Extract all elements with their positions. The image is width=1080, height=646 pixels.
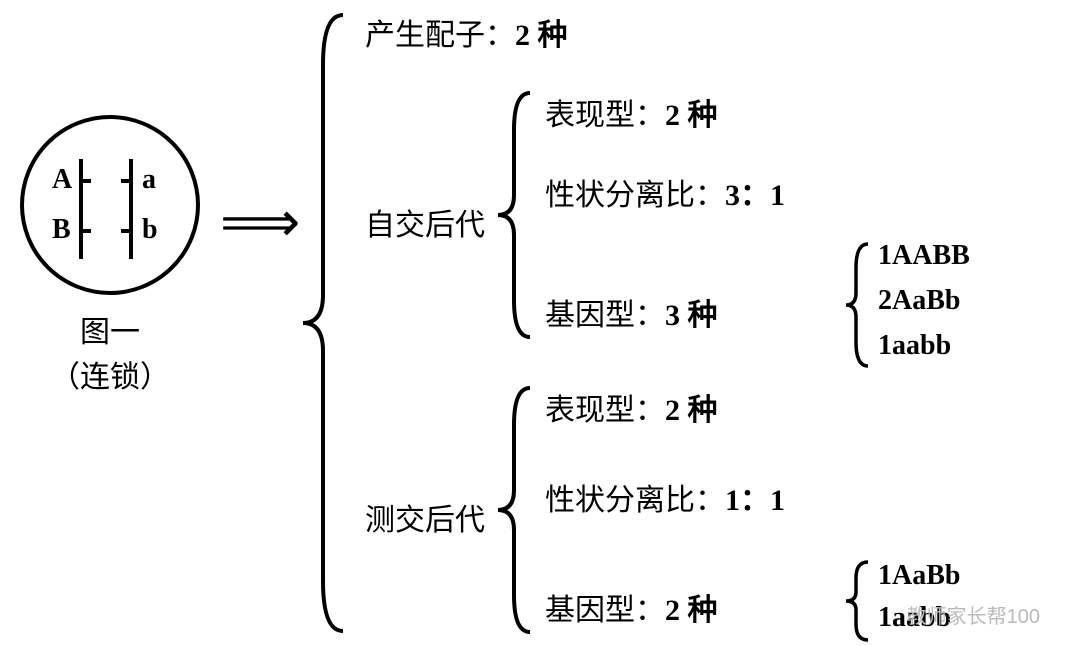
allele-b: b: [142, 214, 158, 246]
gametes-row: 产生配子：2 种: [365, 10, 568, 54]
selfcross-geno-2: 1aabb: [878, 330, 951, 362]
caption-line2: （连锁）: [10, 355, 210, 400]
cell-circle: A B a b: [20, 115, 200, 295]
selfcross-brace: [490, 85, 540, 345]
selfcross-phenotype: 表现型：2 种: [545, 90, 718, 134]
selfcross-label: 自交后代: [365, 200, 485, 244]
selfcross-geno-brace: [840, 238, 875, 373]
diagram-container: A B a b 图一 （连锁） ⟹ 产生配子：2 种 自交后代 表现型：2 种 …: [0, 0, 1080, 644]
selfcross-geno-1: 2AaBb: [878, 285, 960, 317]
tick: [121, 229, 133, 233]
testcross-phenotype: 表现型：2 种: [545, 385, 718, 429]
selfcross-ratio: 性状分离比：3：1: [545, 170, 785, 214]
caption-line1: 图一: [10, 310, 210, 355]
testcross-genotype: 基因型：2 种: [545, 585, 718, 629]
chromosome-right: [129, 159, 133, 259]
allele-A: A: [52, 164, 72, 196]
phenotype-label: 表现型：: [545, 99, 665, 132]
chromosome-left: [79, 159, 83, 259]
genotype-label: 基因型：: [545, 299, 665, 332]
testcross-geno-brace: [840, 556, 875, 646]
tick: [79, 179, 91, 183]
gametes-label: 产生配子：: [365, 19, 515, 52]
testcross-geno-0: 1AaBb: [878, 560, 960, 592]
ratio-label: 性状分离比：: [545, 179, 725, 212]
ratio-value: 1：1: [725, 484, 785, 517]
main-brace: [295, 5, 355, 635]
testcross-label: 测交后代: [365, 495, 485, 539]
watermark: 教师家长帮100: [907, 600, 1040, 629]
phenotype-value: 2 种: [665, 99, 718, 132]
genotype-label: 基因型：: [545, 594, 665, 627]
implies-arrow: ⟹: [220, 190, 300, 255]
tick: [121, 179, 133, 183]
genotype-value: 2 种: [665, 594, 718, 627]
cell-diagram: A B a b 图一 （连锁）: [10, 115, 210, 400]
genotype-value: 3 种: [665, 299, 718, 332]
tick: [79, 229, 91, 233]
allele-B: B: [52, 214, 71, 246]
ratio-label: 性状分离比：: [545, 484, 725, 517]
gametes-value: 2 种: [515, 19, 568, 52]
selfcross-geno-0: 1AABB: [878, 240, 970, 272]
testcross-ratio: 性状分离比：1：1: [545, 475, 785, 519]
allele-a: a: [142, 164, 156, 196]
cell-caption: 图一 （连锁）: [10, 310, 210, 400]
selfcross-genotype: 基因型：3 种: [545, 290, 718, 334]
phenotype-value: 2 种: [665, 394, 718, 427]
ratio-value: 3：1: [725, 179, 785, 212]
testcross-brace: [490, 380, 540, 640]
phenotype-label: 表现型：: [545, 394, 665, 427]
